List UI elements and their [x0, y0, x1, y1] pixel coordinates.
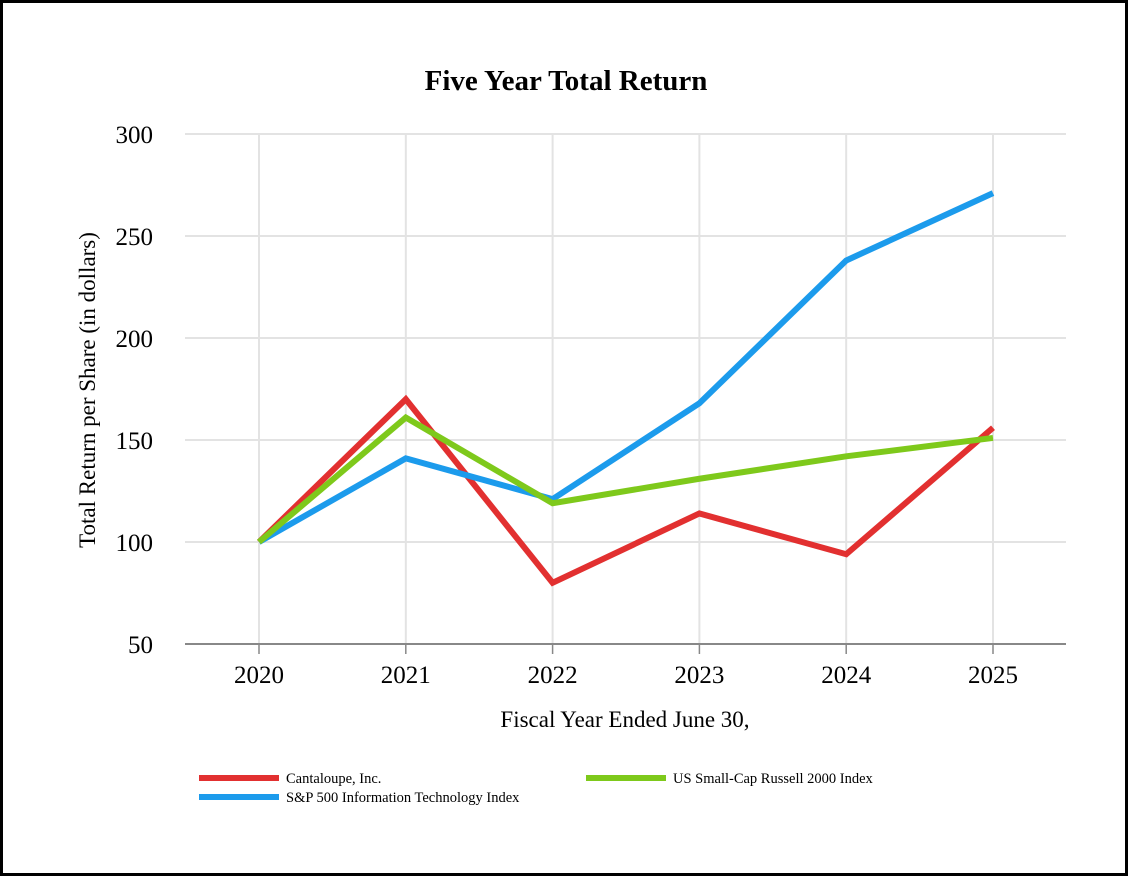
legend-label: Cantaloupe, Inc.	[286, 771, 381, 787]
x-tick-label: 2022	[528, 662, 578, 689]
chart-text: Five Year Total Return Fiscal Year Ended…	[75, 65, 1018, 732]
series-line-1	[257, 413, 994, 545]
x-tick-label: 2023	[674, 662, 724, 689]
axes	[185, 643, 1066, 654]
x-tick-label: 2025	[968, 662, 1018, 689]
series-line-0	[256, 394, 995, 587]
legend: Cantaloupe, Inc. US Small-Cap Russell 200…	[199, 771, 874, 806]
grid-lines	[185, 133, 1066, 644]
y-tick-label: 200	[116, 326, 154, 353]
x-tick-label: 2024	[821, 662, 872, 689]
y-tick-label: 100	[116, 530, 154, 557]
y-axis-label: Total Return per Share (in dollars)	[75, 232, 100, 548]
y-tick-label: 150	[116, 428, 154, 455]
x-tick-label: 2021	[381, 662, 431, 689]
x-tick-label: 2020	[234, 662, 284, 689]
series-line-2	[257, 190, 995, 545]
chart-title: Five Year Total Return	[425, 65, 708, 97]
y-tick-label: 250	[116, 224, 154, 251]
legend-label: US Small-Cap Russell 2000 Index	[673, 771, 874, 787]
legend-label: S&P 500 Information Technology Index	[286, 790, 520, 806]
y-tick-label: 50	[128, 632, 153, 659]
y-tick-label: 300	[116, 122, 154, 149]
series-lines	[256, 190, 995, 587]
line-chart: Five Year Total Return Fiscal Year Ended…	[75, 65, 1066, 806]
x-axis-label: Fiscal Year Ended June 30,	[500, 707, 749, 732]
